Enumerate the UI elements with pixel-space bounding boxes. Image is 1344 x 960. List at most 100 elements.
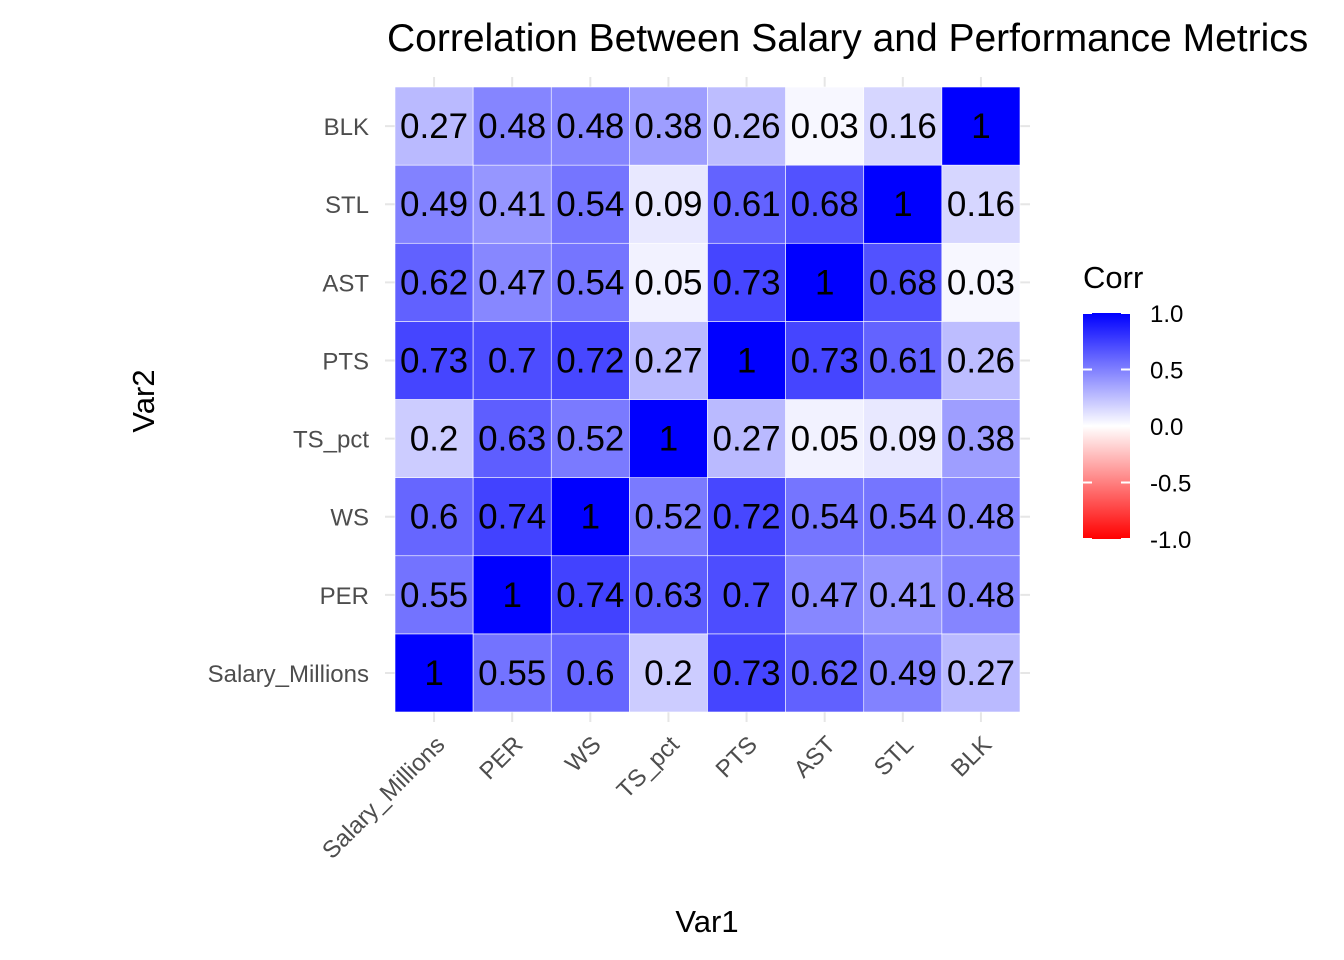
cell-value-label: 0.54 [556, 185, 624, 224]
cell-value-label: 1 [971, 107, 990, 146]
cell-value-label: 0.73 [791, 341, 859, 380]
cell-value-label: 0.27 [400, 107, 468, 146]
cell-value-label: 0.7 [722, 576, 771, 615]
cell-value-label: 1 [737, 341, 756, 380]
cell-value-label: 0.16 [869, 107, 937, 146]
cell-value-label: 0.49 [400, 185, 468, 224]
cell-value-label: 0.72 [713, 498, 781, 537]
y-tick-label: AST [322, 270, 369, 297]
heatmap-cell [472, 399, 552, 478]
heatmap-cell [707, 164, 786, 244]
cell-value-label: 0.27 [634, 341, 702, 380]
cell-value-label: 0.63 [478, 420, 546, 459]
cell-value-label: 0.47 [478, 263, 546, 302]
heatmap-cell [394, 321, 474, 400]
heatmap-cell [550, 477, 630, 557]
cell-value-label: 0.38 [947, 420, 1015, 459]
heatmap-cell [941, 477, 1021, 557]
cell-value-label: 0.2 [410, 420, 459, 459]
heatmap-cell [863, 164, 943, 244]
cell-value-label: 0.6 [566, 654, 615, 693]
cell-value-label: 0.61 [713, 185, 781, 224]
heatmap-cell [863, 86, 943, 166]
heatmap-cell [785, 633, 865, 713]
heatmap-cell [394, 86, 474, 166]
cell-value-label: 0.52 [634, 498, 702, 537]
cell-value-label: 0.2 [644, 654, 693, 693]
cell-value-label: 0.09 [869, 420, 937, 459]
heatmap-cell [394, 633, 474, 713]
heatmap-cell [707, 86, 786, 166]
cell-value-label: 0.48 [478, 107, 546, 146]
x-tick-label: WS [560, 731, 606, 777]
cell-value-label: 0.62 [400, 263, 468, 302]
cell-value-label: 0.26 [713, 107, 781, 146]
cell-value-label: 0.38 [634, 107, 702, 146]
cell-value-label: 1 [502, 576, 521, 615]
cell-value-label: 0.61 [869, 341, 937, 380]
x-tick-label: BLK [946, 731, 997, 782]
heatmap-cell [863, 242, 943, 322]
legend-tick-label: -0.5 [1150, 471, 1191, 498]
heatmap-cell [472, 321, 552, 400]
heatmap-cell [629, 86, 708, 166]
cell-value-label: 0.27 [713, 420, 781, 459]
heatmap-cell [550, 633, 630, 713]
heatmap-cell [629, 164, 708, 244]
cell-value-label: 0.41 [478, 185, 546, 224]
heatmap-cell [629, 399, 708, 478]
y-tick-label: Salary_Millions [208, 661, 369, 688]
heatmap-cell [863, 399, 943, 478]
x-tick-label: TS_pct [612, 731, 685, 804]
x-tick-label: PTS [711, 731, 763, 783]
heatmap-cell [941, 242, 1021, 322]
cell-value-label: 0.74 [478, 498, 546, 537]
heatmap-cell [629, 242, 708, 322]
cell-value-label: 0.54 [791, 498, 859, 537]
cell-value-label: 0.47 [791, 576, 859, 615]
cell-value-label: 0.55 [400, 576, 468, 615]
heatmap-cell [707, 242, 786, 322]
legend-tick-label: 1.0 [1150, 301, 1183, 328]
heatmap-cell [941, 164, 1021, 244]
cell-value-label: 0.03 [947, 263, 1015, 302]
cell-value-label: 0.09 [634, 185, 702, 224]
heatmap-cell [941, 555, 1021, 635]
heatmap-cell [472, 164, 552, 244]
cell-value-label: 0.74 [556, 576, 624, 615]
cell-value-label: 0.73 [713, 654, 781, 693]
legend-tick-label: -1.0 [1150, 527, 1191, 554]
heatmap-cell [472, 477, 552, 557]
heatmap-cell [394, 399, 474, 478]
cell-value-label: 1 [424, 654, 443, 693]
x-tick-label: PER [474, 731, 528, 785]
heatmap-cell [863, 633, 943, 713]
y-axis-title: Var2 [126, 369, 161, 432]
heatmap-cell [394, 477, 474, 557]
cell-value-label: 0.68 [791, 185, 859, 224]
legend-title: Corr [1083, 260, 1143, 295]
heatmap-cell [394, 555, 474, 635]
cell-value-label: 0.72 [556, 341, 624, 380]
y-tick-label: STL [325, 192, 369, 219]
cell-value-label: 0.49 [869, 654, 937, 693]
cell-value-label: 0.27 [947, 654, 1015, 693]
heatmap-cell-labels: 1 0.55 0.6 0.2 0.73 0.62 0.49 0.27 0.55 1 0.74 0.63… [400, 107, 1015, 693]
heatmap-cell [472, 555, 552, 635]
heatmap-cell [550, 164, 630, 244]
heatmap-cell [550, 555, 630, 635]
cell-value-label: 0.63 [634, 576, 702, 615]
x-axis-title: Var1 [675, 904, 738, 939]
heatmap-cell [550, 399, 630, 478]
cell-value-label: 0.54 [869, 498, 937, 537]
cell-value-label: 1 [659, 420, 678, 459]
x-tick-label: AST [789, 731, 841, 783]
heatmap-cell [550, 242, 630, 322]
cell-value-label: 1 [815, 263, 834, 302]
cell-value-label: 0.03 [791, 107, 859, 146]
cell-value-label: 0.05 [634, 263, 702, 302]
legend-tick-label: 0.5 [1150, 358, 1183, 385]
x-axis-tick-labels: Salary_Millions PER WS TS_pct PTS AST STL BLK [317, 731, 997, 864]
cell-value-label: 0.16 [947, 185, 1015, 224]
